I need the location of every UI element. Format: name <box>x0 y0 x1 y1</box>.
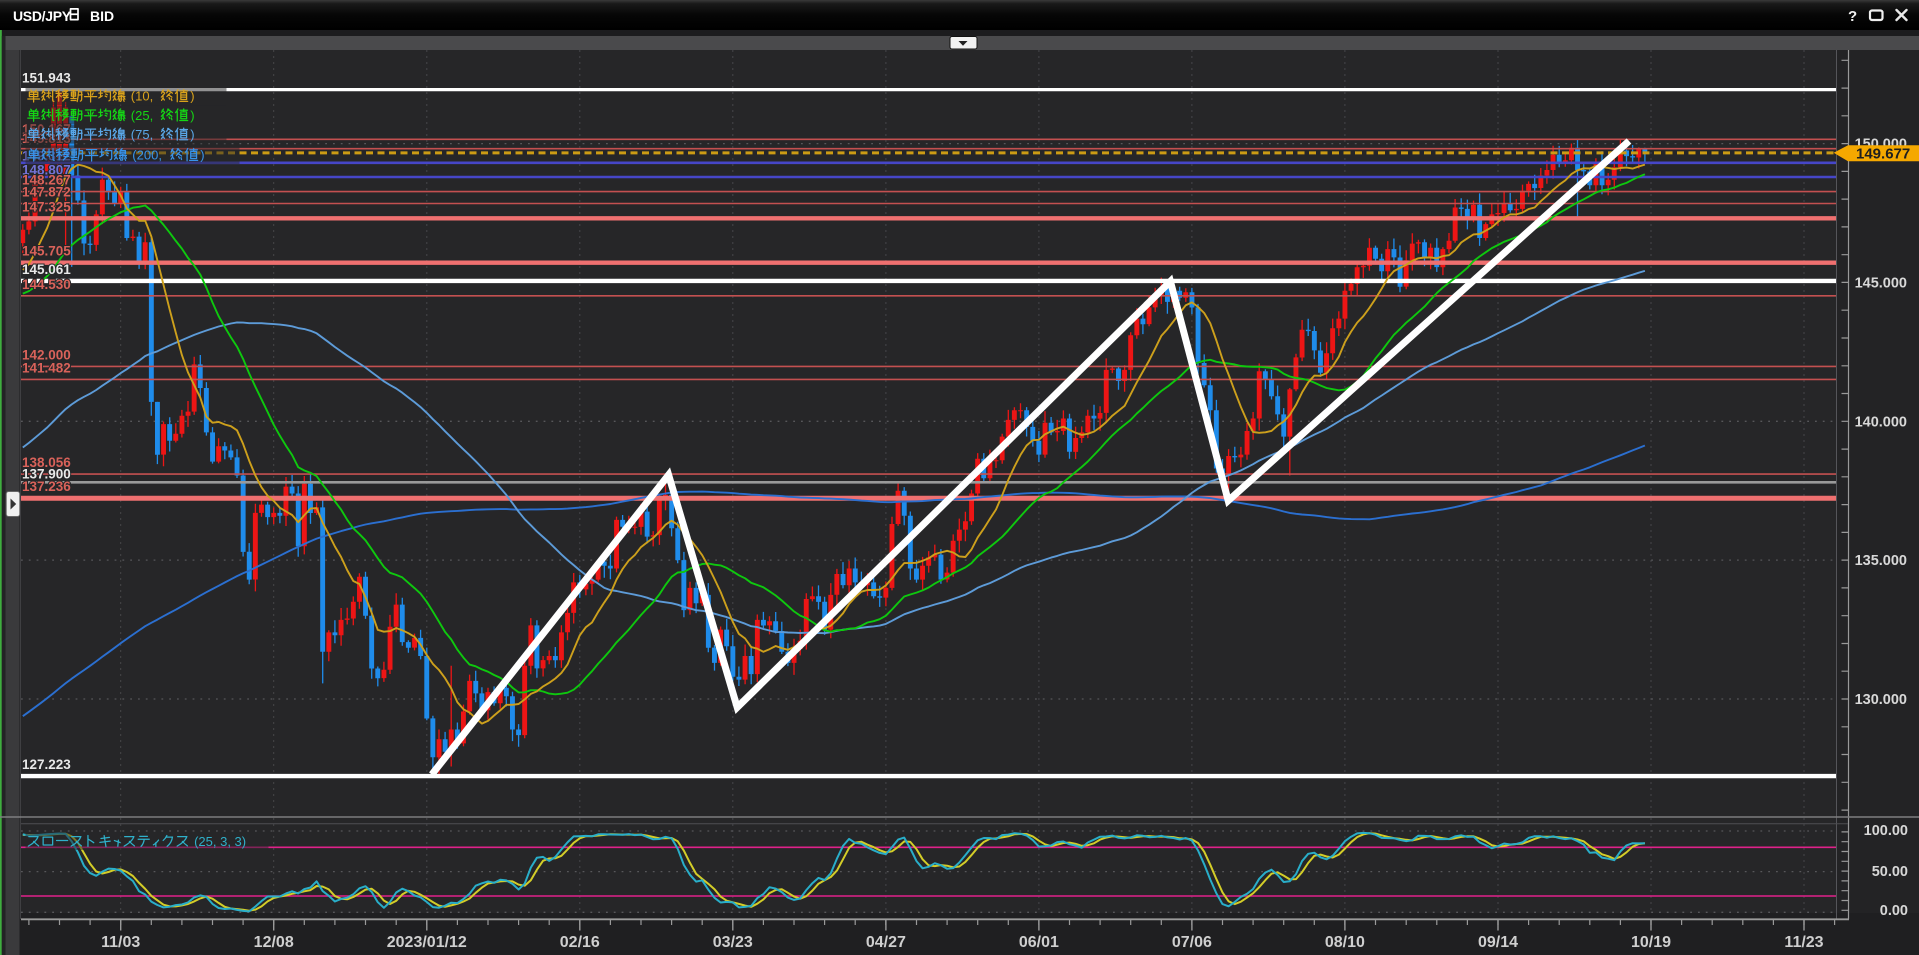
svg-text:(75,: (75, <box>131 127 157 142</box>
svg-text:11/23: 11/23 <box>1784 934 1823 951</box>
svg-text:135.000: 135.000 <box>1855 553 1907 569</box>
svg-text:(10,: (10, <box>131 89 157 104</box>
svg-text:): ) <box>190 89 194 104</box>
svg-text:(25,: (25, <box>131 108 157 123</box>
svg-text:(25, 3, 3): (25, 3, 3) <box>194 834 246 849</box>
svg-text:2023/01/12: 2023/01/12 <box>387 934 467 951</box>
svg-text:03/23: 03/23 <box>713 934 753 951</box>
svg-text:04/27: 04/27 <box>866 934 906 951</box>
svg-text:10/19: 10/19 <box>1631 934 1671 951</box>
svg-text:147.325: 147.325 <box>22 199 71 214</box>
svg-text:06/01: 06/01 <box>1019 934 1059 951</box>
svg-text:140.000: 140.000 <box>1855 414 1907 430</box>
svg-text:): ) <box>190 127 194 142</box>
svg-text:12/08: 12/08 <box>254 934 294 951</box>
svg-text:0.00: 0.00 <box>1880 903 1908 919</box>
svg-text:BID: BID <box>90 8 114 24</box>
svg-text:151.943: 151.943 <box>22 71 71 86</box>
svg-text:149.677: 149.677 <box>1856 145 1910 162</box>
svg-text:148.267: 148.267 <box>22 173 71 188</box>
svg-text:127.223: 127.223 <box>22 757 71 772</box>
svg-text:?: ? <box>1848 8 1857 25</box>
svg-text:50.00: 50.00 <box>1872 864 1908 880</box>
svg-text:USD/JPY: USD/JPY <box>13 8 72 24</box>
svg-text:137.900: 137.900 <box>22 466 71 481</box>
svg-text:148.807: 148.807 <box>22 163 71 178</box>
svg-text:09/14: 09/14 <box>1478 934 1518 951</box>
svg-text:): ) <box>190 108 194 123</box>
svg-text:144.530: 144.530 <box>22 277 71 292</box>
svg-text:130.000: 130.000 <box>1855 692 1907 708</box>
svg-text:145.000: 145.000 <box>1855 275 1907 291</box>
svg-text:145.061: 145.061 <box>22 262 71 277</box>
svg-text:02/16: 02/16 <box>560 934 600 951</box>
svg-text:): ) <box>200 148 204 163</box>
svg-text:(200,: (200, <box>132 148 165 163</box>
svg-text:08/10: 08/10 <box>1325 934 1365 951</box>
svg-text:11/03: 11/03 <box>101 934 140 951</box>
svg-text:138.056: 138.056 <box>22 455 71 470</box>
svg-text:07/06: 07/06 <box>1172 934 1212 951</box>
svg-text:137.236: 137.236 <box>22 479 71 494</box>
svg-text:100.00: 100.00 <box>1864 823 1908 839</box>
svg-text:147.872: 147.872 <box>22 185 71 200</box>
svg-text:145.705: 145.705 <box>22 244 71 259</box>
svg-text:141.482: 141.482 <box>22 360 71 375</box>
svg-text:142.000: 142.000 <box>22 347 71 362</box>
